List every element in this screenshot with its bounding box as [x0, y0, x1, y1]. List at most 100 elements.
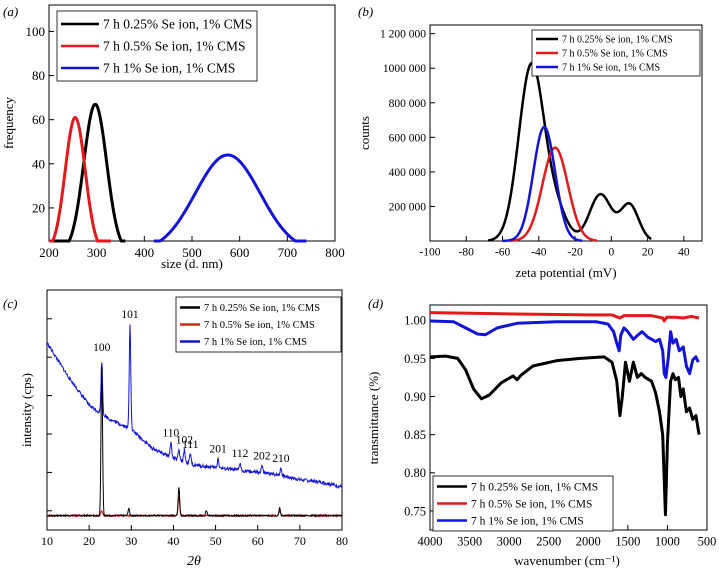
- panel-b-xtick-label: 20: [642, 247, 654, 259]
- panel-c-xlabel: 2θ: [187, 554, 201, 569]
- panel-d-xtick-label: 1500: [615, 535, 640, 549]
- panel-c-series-line: [46, 496, 343, 518]
- panel-a-ytick-label: 80: [32, 68, 45, 83]
- panel-b-series-line: [487, 61, 652, 242]
- panel-a-xtick-label: 400: [135, 245, 155, 260]
- panel-d-xtick-label: 2500: [536, 535, 561, 549]
- panel-a-series-line: [153, 153, 307, 243]
- panel-a-legend-label: 7 h 1% Se ion, 1% CMS: [103, 61, 235, 76]
- panel-b-xtick-label: 40: [678, 247, 690, 259]
- panel-b-xtick-label: -60: [495, 247, 511, 259]
- panel-a-series-line: [49, 116, 111, 243]
- panel-b-ylabel: counts: [357, 116, 372, 150]
- panel-d: (d) 4000 3500 3000 2500 2000 1500 1000 500 0.75 0…: [366, 296, 716, 568]
- panel-d-ytick-label: 1.00: [404, 314, 426, 328]
- panel-a-series-line: [53, 102, 126, 243]
- panel-b-frame: [429, 24, 703, 242]
- panel-b-legend-box: [531, 29, 701, 77]
- panel-b-ytick-label: 1000 000: [383, 63, 426, 75]
- panel-c-peak-label: 202: [253, 451, 271, 463]
- panel-b-plot: -100 -80 -60 -40 -20 0 20 40 200 000 400 000 600 0…: [380, 29, 701, 259]
- panel-a-xtick-label: 200: [39, 245, 59, 260]
- panel-d-ytick-label: 0.90: [404, 390, 426, 404]
- panel-d-ylabel: transmittance (%): [366, 372, 381, 465]
- panel-d-ytick-label: 0.85: [404, 428, 426, 442]
- panel-c-label: (c): [3, 296, 17, 311]
- panel-a-xlabel: size (d. nm): [161, 256, 223, 271]
- panel-a-xtick-label: 700: [278, 245, 298, 260]
- panel-c-legend-label: 7 h 0.25% Se ion, 1% CMS: [204, 303, 320, 314]
- panel-b-xtick-label: -100: [419, 247, 440, 259]
- panel-d-label: (d): [368, 296, 383, 311]
- panel-b-legend-label: 7 h 1% Se ion, 1% CMS: [562, 63, 660, 74]
- panel-c-peak-label: 100: [93, 342, 111, 354]
- panel-b-ytick-label: 1 200 000: [380, 29, 426, 41]
- panel-d-plot: 4000 3500 3000 2500 2000 1500 1000 500 0.75 0.80 0…: [404, 311, 717, 549]
- panel-c-ylabel: intensity (cps): [19, 373, 34, 447]
- panel-c-xtick-label: 10: [41, 534, 53, 548]
- panel-a-ytick-label: 60: [32, 112, 45, 127]
- panel-d-xtick-label: 4000: [418, 535, 443, 549]
- panel-c-peak-label: 110: [162, 427, 179, 439]
- panel-c-series-line: [46, 324, 343, 490]
- panel-c-xtick-label: 40: [167, 534, 179, 548]
- panel-d-xlabel: wavenumber (cm⁻¹): [514, 553, 620, 568]
- panel-c-xtick-label: 20: [83, 534, 95, 548]
- panel-a-plot: 200 300 400 500 600 700 800 20 40 60 80 100 7 h 0.25…: [26, 10, 345, 260]
- panel-b-legend-label: 7 h 0.5% Se ion, 1% CMS: [562, 49, 668, 60]
- panel-d-ytick-label: 0.75: [404, 504, 426, 518]
- panel-c-peak-label: 102: [176, 435, 194, 447]
- panel-a-legend-label: 7 h 0.5% Se ion, 1% CMS: [103, 39, 246, 54]
- panel-b-ytick-label: 200 000: [389, 201, 427, 213]
- panel-d-legend-label: 7 h 1% Se ion, 1% CMS: [471, 516, 584, 528]
- panel-b-label: (b): [358, 4, 373, 19]
- panel-d-series-line: [429, 354, 701, 517]
- panel-b-ytick-label: 600 000: [389, 132, 427, 144]
- panel-a-label: (a): [3, 4, 18, 19]
- panel-d-ytick-label: 0.80: [404, 466, 426, 480]
- panel-b: (b) -100 -80 -60 -40 -20 0 20 40 200 000 400 000 6…: [357, 4, 703, 280]
- panel-c-legend-label: 7 h 0.5% Se ion, 1% CMS: [204, 320, 315, 331]
- panel-a-legend-label: 7 h 0.25% Se ion, 1% CMS: [103, 17, 252, 32]
- panel-c-peak-label: 210: [272, 453, 290, 465]
- panel-b-legend-label: 7 h 0.25% Se ion, 1% CMS: [562, 35, 673, 46]
- panel-d-series-line: [429, 311, 700, 323]
- panel-b-xtick-label: -40: [531, 247, 547, 259]
- panel-c-xtick-label: 70: [294, 534, 306, 548]
- panel-c-legend-box: [175, 296, 342, 353]
- panel-b-ytick-label: 800 000: [389, 98, 427, 110]
- panel-a-ylabel: frequency: [1, 97, 16, 149]
- panel-c-frame: [46, 289, 343, 531]
- panel-d-xtick-label: 500: [698, 535, 717, 549]
- panel-c-peak-label: 111: [182, 439, 199, 451]
- panel-c-peak-label: 101: [121, 309, 139, 321]
- panel-c-xtick-label: 50: [210, 534, 222, 548]
- panel-b-series-line: [509, 146, 597, 243]
- panel-d-xtick-label: 2000: [576, 535, 601, 549]
- panel-a-xtick-label: 500: [182, 245, 202, 260]
- panel-c-xtick-label: 80: [336, 534, 348, 548]
- panel-a: (a) 200 300 400 500 600 700 800 20 40 60 80 100 7 h …: [1, 4, 345, 271]
- panel-a-ytick-label: 40: [32, 156, 45, 171]
- panel-a-xtick-label: 300: [87, 245, 107, 260]
- panel-b-xtick-label: -80: [459, 247, 475, 259]
- panel-a-ytick-label: 20: [32, 200, 45, 215]
- panel-d-legend-label: 7 h 0.5% Se ion, 1% CMS: [471, 499, 592, 511]
- panel-a-xtick-label: 800: [325, 245, 345, 260]
- panel-b-ytick-label: 400 000: [389, 167, 427, 179]
- panel-b-xtick-label: 0: [608, 247, 614, 259]
- panel-c-legend-label: 7 h 1% Se ion, 1% CMS: [204, 337, 307, 348]
- panel-a-ytick-label: 100: [26, 24, 46, 39]
- panel-b-xtick-label: -20: [567, 247, 583, 259]
- panel-b-xlabel: zeta potential (mV): [515, 265, 616, 280]
- panel-d-series-line: [429, 319, 700, 379]
- panel-d-xtick-label: 3000: [497, 535, 522, 549]
- panel-c-series-line: [46, 367, 343, 518]
- panel-b-series-line: [502, 125, 583, 243]
- panel-d-ytick-label: 0.95: [404, 352, 426, 366]
- panel-c-peak-label: 112: [232, 448, 249, 460]
- panel-c-xtick-label: 30: [125, 534, 137, 548]
